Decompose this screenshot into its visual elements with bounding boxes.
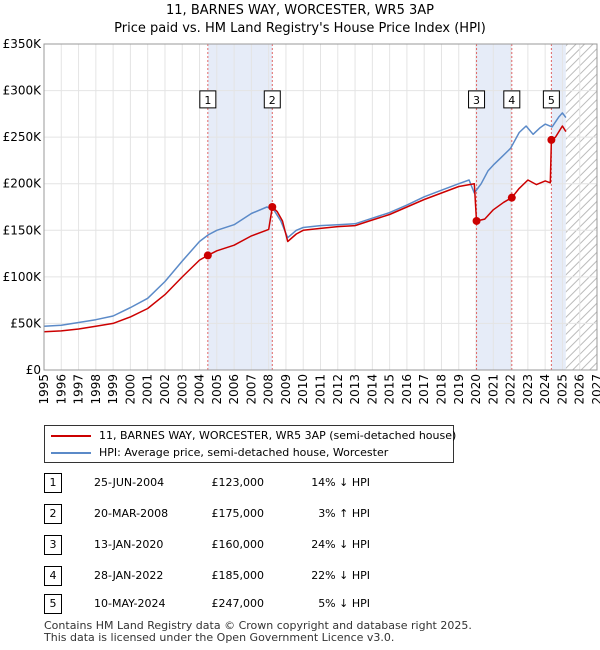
x-tick-label: 2022 (504, 374, 518, 405)
transaction-row: 5 10-MAY-2024 £247,000 5% ↓ HPI (44, 594, 464, 614)
transaction-row: 2 20-MAR-2008 £175,000 3% ↑ HPI (44, 504, 464, 524)
transaction-number: 5 (44, 594, 62, 614)
transaction-row: 4 28-JAN-2022 £185,000 22% ↓ HPI (44, 566, 464, 586)
legend: 11, BARNES WAY, WORCESTER, WR5 3AP (semi… (44, 425, 457, 463)
transaction-price: £247,000 (211, 597, 265, 610)
x-tick-label: 2004 (193, 374, 207, 405)
x-tick-label: 2026 (573, 374, 587, 405)
transaction-marker-box (468, 90, 486, 109)
transaction-price: £185,000 (211, 569, 265, 582)
subtitle: Price paid vs. HM Land Registry's House … (114, 21, 486, 36)
x-tick-label: 2020 (469, 374, 483, 405)
x-tick-label: 2025 (555, 374, 569, 405)
transaction-date: 25-JUN-2004 (94, 476, 165, 489)
y-tick-label: £300K (3, 84, 43, 98)
y-tick-label: £350K (3, 37, 43, 51)
x-tick-label: 2006 (227, 374, 241, 405)
transaction-number: 3 (44, 535, 62, 555)
y-tick-label: £0 (26, 363, 41, 377)
transaction-date: 13-JAN-2020 (94, 538, 164, 551)
transaction-marker-label: 1 (204, 94, 211, 107)
y-tick-label: £250K (3, 130, 43, 144)
transaction-marker-box (542, 90, 560, 109)
transaction-price: £175,000 (211, 507, 265, 520)
transaction-marker-box (263, 90, 281, 109)
transaction-row: 3 13-JAN-2020 £160,000 24% ↓ HPI (44, 535, 464, 555)
chart-title: 11, BARNES WAY, WORCESTER, WR5 3AP Price… (0, 2, 600, 38)
x-tick-label: 2027 (590, 374, 600, 405)
transaction-point (203, 251, 212, 260)
series-line (43, 112, 567, 327)
legend-label-property: 11, BARNES WAY, WORCESTER, WR5 3AP (semi… (99, 429, 457, 442)
x-tick-label: 1995 (37, 374, 51, 405)
x-tick-label: 2010 (296, 374, 310, 405)
transaction-hpi: 14% ↓ HPI (311, 476, 370, 489)
transaction-marker-box (503, 90, 521, 109)
x-tick-label: 2000 (123, 374, 137, 405)
transaction-marker-box (199, 90, 217, 109)
legend-line-property (51, 435, 91, 437)
transaction-date: 28-JAN-2022 (94, 569, 164, 582)
x-tick-label: 1999 (106, 374, 120, 405)
y-tick-label: £200K (3, 177, 43, 191)
y-tick-label: £100K (3, 270, 43, 284)
footer: Contains HM Land Registry data © Crown c… (44, 620, 472, 644)
x-tick-label: 2005 (210, 374, 224, 405)
legend-label-hpi: HPI: Average price, semi-detached house,… (99, 446, 389, 459)
shaded-period (207, 44, 273, 370)
transaction-marker-label: 5 (548, 94, 555, 107)
transaction-hpi: 3% ↑ HPI (318, 507, 370, 520)
transaction-hpi: 22% ↓ HPI (311, 569, 370, 582)
x-tick-label: 2014 (365, 374, 379, 405)
transaction-marker-label: 4 (508, 94, 515, 107)
x-tick-label: 2015 (383, 374, 397, 405)
x-tick-label: 2018 (434, 374, 448, 405)
price-chart: £0 £50K £100K £150K £200K £250K £300K £350K 1995… (3, 37, 600, 405)
transaction-point (472, 216, 481, 225)
series-line (43, 125, 567, 333)
forecast-hatch (565, 44, 597, 370)
x-tick-label: 2011 (314, 374, 328, 405)
transaction-number: 2 (44, 504, 62, 524)
plot-border (43, 43, 598, 371)
x-tick-label: 2012 (331, 374, 345, 405)
x-tick-label: 2013 (348, 374, 362, 405)
x-tick-label: 1996 (54, 374, 68, 405)
transaction-price: £160,000 (211, 538, 265, 551)
x-tick-label: 2002 (158, 374, 172, 405)
transaction-price: £123,000 (211, 476, 265, 489)
transaction-marker-label: 3 (473, 94, 480, 107)
x-tick-label: 2021 (486, 374, 500, 405)
y-tick-label: £50K (10, 316, 42, 330)
x-tick-label: 2007 (244, 374, 258, 405)
x-tick-label: 1998 (89, 374, 103, 405)
x-tick-label: 2003 (175, 374, 189, 405)
transaction-date: 20-MAR-2008 (94, 507, 169, 520)
transaction-hpi: 5% ↓ HPI (318, 597, 370, 610)
y-tick-label: £150K (3, 223, 43, 237)
x-tick-label: 2001 (141, 374, 155, 405)
x-tick-label: 2019 (452, 374, 466, 405)
x-tick-label: 2024 (538, 374, 552, 405)
x-tick-label: 2016 (400, 374, 414, 405)
transaction-marker-label: 2 (269, 94, 276, 107)
transaction-point (507, 193, 516, 202)
x-tick-label: 2008 (262, 374, 276, 405)
transaction-number: 1 (44, 473, 62, 493)
transaction-hpi: 24% ↓ HPI (311, 538, 370, 551)
transaction-point (268, 203, 277, 211)
x-tick-label: 1997 (72, 374, 86, 405)
x-tick-label: 2023 (521, 374, 535, 405)
transaction-row: 1 25-JUN-2004 £123,000 14% ↓ HPI (44, 473, 464, 493)
transaction-date: 10-MAY-2024 (94, 597, 166, 610)
footer-licence: This data is licensed under the Open Gov… (44, 631, 395, 644)
transaction-point (547, 135, 556, 144)
transaction-number: 4 (44, 566, 62, 586)
title: 11, BARNES WAY, WORCESTER, WR5 3AP (166, 3, 434, 18)
legend-line-hpi (51, 452, 91, 454)
x-tick-label: 2017 (417, 374, 431, 405)
footer-copyright: Contains HM Land Registry data © Crown c… (44, 619, 472, 632)
x-tick-label: 2009 (279, 374, 293, 405)
